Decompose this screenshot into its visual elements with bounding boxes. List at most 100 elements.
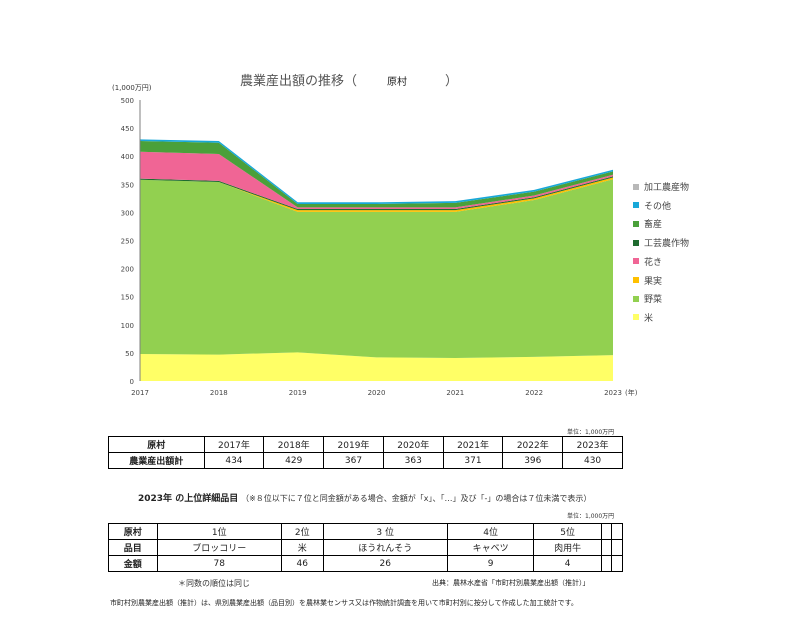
table-header-label: 原村: [108, 523, 158, 540]
table-row: 金額 78 46 26 9 4: [108, 555, 623, 572]
year-cell: 2020年: [382, 436, 444, 453]
item-cell: 米: [280, 539, 324, 556]
legend-item: 畜産: [633, 217, 662, 230]
legend-item: 花き: [633, 255, 662, 268]
legend-swatch: [633, 202, 639, 209]
row-label: 農業産出額計: [108, 452, 205, 469]
x-tick-label: 2018: [210, 389, 228, 397]
legend-item: 加工農産物: [633, 180, 689, 193]
y-tick-label: 250: [121, 238, 134, 246]
amount-cell: 78: [156, 555, 282, 572]
production-total-table: 原村 2017年 2018年 2019年 2020年 2021年 2022年 2…: [108, 436, 623, 469]
rank-cell: 5位: [533, 523, 602, 540]
table1-unit: 単位：1,000万円: [567, 429, 615, 436]
legend-label: その他: [644, 201, 672, 212]
value-cell: 434: [203, 452, 265, 469]
y-tick-label: 200: [121, 266, 134, 274]
year-cell: 2023年: [562, 436, 623, 453]
legend-label: 果実: [644, 276, 663, 287]
legend-item: その他: [633, 199, 671, 212]
legend-label: 花き: [644, 257, 663, 268]
y-tick-label: 300: [121, 209, 134, 217]
top-items-title: 2023年 の上位詳細品目 （※８位以下に７位と同金額がある場合、金額が「x」、…: [138, 491, 591, 504]
value-cell: 363: [382, 452, 444, 469]
rank-cell: 2位: [280, 523, 324, 540]
y-tick-label: 150: [121, 294, 134, 302]
rank-cell: 3 位: [322, 523, 448, 540]
y-tick-label: 500: [121, 97, 134, 105]
rank-cell: 4位: [446, 523, 535, 540]
amount-cell: [611, 555, 623, 572]
value-cell: 396: [502, 452, 564, 469]
area-series-4: [140, 151, 613, 210]
rank-cell: 1位: [156, 523, 282, 540]
legend-swatch: [633, 314, 639, 321]
year-cell: 2022年: [502, 436, 564, 453]
y-tick-label: 100: [121, 322, 134, 330]
y-tick-label: 400: [121, 153, 134, 161]
rank-cell: [600, 523, 613, 540]
table-header-label: 原村: [108, 436, 205, 453]
item-cell: [600, 539, 613, 556]
row-label: 金額: [108, 555, 158, 572]
amount-cell: 4: [533, 555, 602, 572]
top-items-title-main: の上位詳細品目: [172, 494, 239, 504]
y-axis-unit: (1,000万円): [112, 84, 152, 92]
x-tick-label: 2017: [131, 389, 149, 397]
y-tick-label: 350: [121, 181, 134, 189]
legend-item: 果実: [633, 274, 662, 287]
value-cell: 367: [323, 452, 384, 469]
amount-cell: 9: [446, 555, 535, 572]
value-cell: 429: [263, 452, 325, 469]
y-tick-label: 450: [121, 125, 134, 133]
chart-title-main: 農業産出額の推移（: [240, 74, 358, 89]
x-tick-label: 2022: [525, 389, 543, 397]
legend-item: 野菜: [633, 292, 662, 305]
x-tick-label: 2020: [368, 389, 386, 397]
y-tick-label: 0: [130, 378, 134, 386]
x-tick-label: 2019: [289, 389, 307, 397]
item-cell: 肉用牛: [533, 539, 602, 556]
table2-unit: 単位：1,000万円: [567, 513, 615, 520]
legend-item: 米: [633, 311, 653, 324]
legend-swatch: [633, 277, 639, 283]
table-header-row: 原村 2017年 2018年 2019年 2020年 2021年 2022年 2…: [108, 436, 623, 453]
x-tick-label: 2021: [446, 389, 464, 397]
legend-swatch: [633, 220, 639, 227]
item-cell: キャベツ: [446, 539, 535, 556]
x-axis-suffix: (年): [625, 388, 638, 397]
y-tick-label: 50: [125, 350, 134, 358]
amount-cell: [600, 555, 613, 572]
amount-cell: 26: [322, 555, 448, 572]
table-header-row: 原村 1位 2位 3 位 4位 5位: [108, 523, 623, 540]
year-cell: 2017年: [203, 436, 265, 453]
legend-swatch: [633, 258, 639, 265]
rank-cell: [611, 523, 623, 540]
legend-label: 米: [644, 313, 654, 324]
table-row: 農業産出額計 434 429 367 363 371 396 430: [108, 452, 623, 469]
item-cell: [611, 539, 623, 556]
chart-title-municipality: 原村: [387, 77, 408, 88]
top-items-table: 原村 1位 2位 3 位 4位 5位 品目 ブロッコリー 米 ほうれんそう キャ…: [108, 523, 623, 572]
table-row: 品目 ブロッコリー 米 ほうれんそう キャベツ 肉用牛: [108, 539, 623, 556]
legend-label: 工芸農作物: [644, 239, 690, 250]
legend-label: 加工農産物: [644, 183, 690, 193]
x-tick-label: 2023: [604, 389, 622, 397]
rank-footnote: ＊同数の順位は同じ: [178, 579, 250, 588]
chart-title-close: ）: [445, 74, 459, 89]
legend-swatch: [633, 239, 639, 246]
item-cell: ブロッコリー: [156, 539, 282, 556]
area-chart: 0 50 100 150 200 250 300 350 400 450 500 2017 2018 20…: [121, 97, 638, 397]
item-cell: ほうれんそう: [322, 539, 448, 556]
legend-label: 畜産: [644, 220, 663, 231]
value-cell: 371: [442, 452, 504, 469]
source-note: 出典：農林水産省「市町村別農業産出額（推計）」: [432, 579, 590, 587]
year-cell: 2018年: [263, 436, 325, 453]
legend-item: 工芸農作物: [633, 236, 689, 249]
legend-swatch: [633, 295, 639, 302]
area-series-5: [140, 141, 613, 208]
amount-cell: 46: [280, 555, 324, 572]
year-cell: 2021年: [442, 436, 504, 453]
area-series-1: [140, 179, 613, 358]
year-cell: 2019年: [323, 436, 384, 453]
